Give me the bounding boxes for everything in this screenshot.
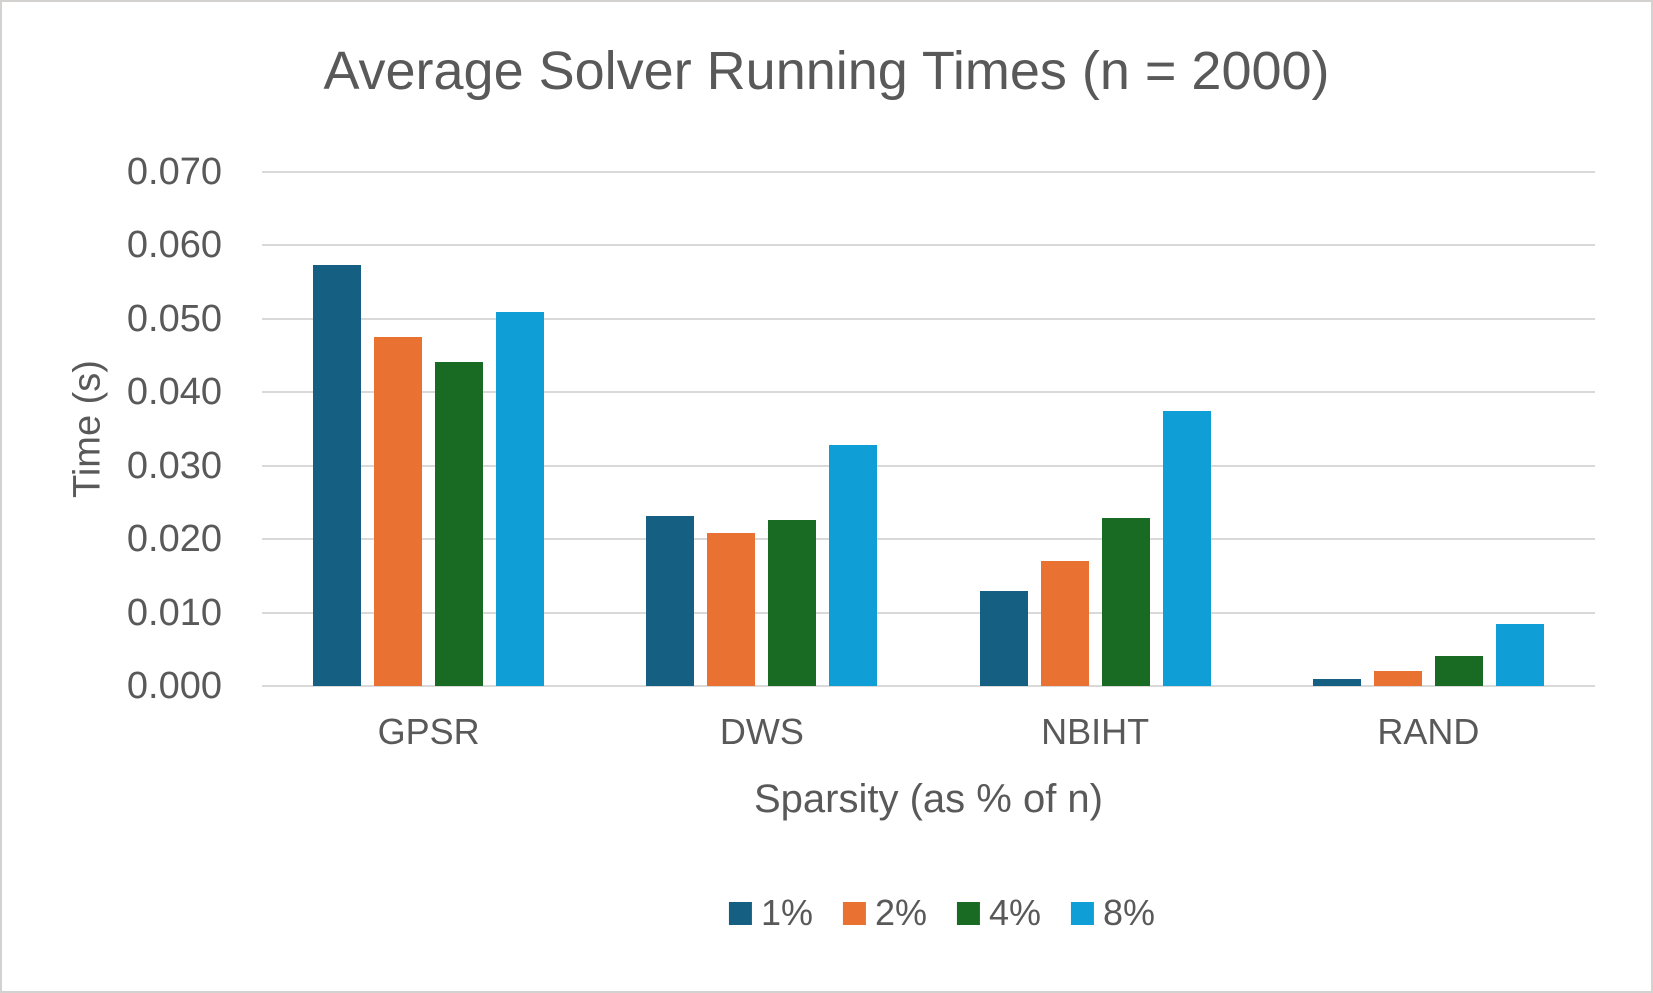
bar-group-nbiht (929, 172, 1262, 686)
bar-dws-4% (768, 520, 817, 686)
bar-gpsr-1% (313, 265, 362, 686)
bar-rand-4% (1434, 655, 1483, 686)
x-category-label: DWS (719, 711, 804, 752)
y-tick-label: 0.020 (126, 518, 222, 561)
legend-item: 8% (1071, 895, 1155, 931)
gridline (262, 685, 1595, 687)
plot-area (262, 171, 1595, 687)
legend-swatch (957, 901, 980, 925)
bar-gpsr-8% (496, 311, 545, 686)
bar-nbiht-1% (979, 590, 1028, 686)
bar-rand-8% (1495, 624, 1544, 686)
legend-item: 2% (842, 892, 927, 933)
legend-label: 1% (760, 892, 813, 933)
gridline (262, 464, 1595, 467)
x-category-label: GPSR (377, 711, 480, 752)
legend-label: 2% (874, 892, 927, 933)
legend-swatch (842, 901, 866, 925)
legend-label: 4% (989, 892, 1042, 933)
gridline (262, 538, 1595, 541)
gridline (262, 611, 1595, 614)
x-axis-title: Sparsity (as % of n) (753, 777, 1103, 821)
bar-group-dws (595, 172, 928, 686)
bar-dws-8% (829, 445, 878, 686)
bar-gpsr-2% (374, 336, 423, 686)
chart-title: Average Solver Running Times (n = 2000) (323, 41, 1330, 101)
gridline (262, 317, 1595, 320)
gridline (262, 244, 1595, 247)
y-tick-label: 0.000 (126, 665, 222, 707)
x-category-label: RAND (1377, 711, 1480, 752)
bar-dws-2% (707, 532, 756, 686)
y-tick-label: 0.040 (126, 371, 222, 414)
bar-rand-2% (1373, 670, 1422, 686)
y-tick-label: 0.070 (126, 151, 222, 193)
legend-swatch (728, 901, 752, 925)
legend-item: 1% (728, 892, 813, 933)
legend-label: 8% (1103, 892, 1156, 933)
bar-nbiht-8% (1162, 410, 1211, 686)
gridline (262, 171, 1595, 173)
bar-rand-1% (1312, 678, 1361, 686)
legend-swatch (1071, 901, 1095, 925)
bar-gpsr-4% (435, 362, 484, 686)
bar-group-gpsr (262, 172, 595, 686)
y-tick-label: 0.030 (126, 444, 222, 487)
x-axis-category-labels: GPSR DWS NBIHT RAND (262, 710, 1595, 753)
y-tick-label: 0.050 (126, 297, 222, 340)
legend: 1% 2% 4% 8% (728, 892, 1155, 933)
y-tick-label: 0.060 (126, 224, 222, 267)
bar-group-rand (1262, 172, 1595, 686)
y-tick-label: 0.010 (126, 591, 222, 634)
bar-nbiht-4% (1101, 517, 1150, 686)
gridline (262, 391, 1595, 394)
legend-item: 4% (957, 895, 1041, 931)
bar-dws-1% (646, 516, 695, 686)
x-category-label: NBIHT (1041, 711, 1150, 752)
bar-nbiht-2% (1040, 561, 1089, 686)
